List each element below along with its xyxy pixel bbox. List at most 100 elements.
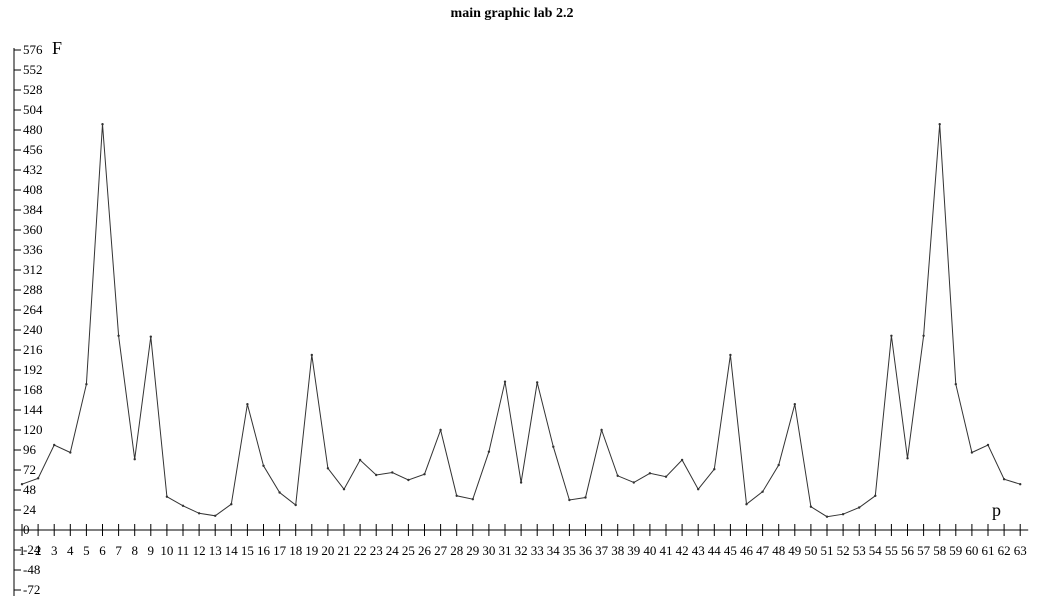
x-tick-label: 33 <box>531 543 544 558</box>
data-point <box>519 481 523 484</box>
y-tick-label: 504 <box>23 102 43 117</box>
y-tick-label: 0 <box>23 522 30 537</box>
x-tick-label: 35 <box>563 543 576 558</box>
axes <box>13 48 1029 596</box>
data-point <box>890 334 893 337</box>
data-point <box>536 381 539 384</box>
data-point <box>20 483 24 486</box>
data-point <box>230 503 233 506</box>
y-tick-label: 288 <box>23 282 43 297</box>
x-tick-label: 4 <box>67 543 74 558</box>
x-tick-label: 17 <box>273 543 287 558</box>
x-axis-label: p <box>992 500 1001 520</box>
x-tick-label: 6 <box>99 543 106 558</box>
x-ticks: 1 2 3 4 5 6 7 8 9 10 11 12 13 14 15 16 17 18 19 20 21 22 23 24 2… <box>19 524 1027 558</box>
x-tick-label: 23 <box>370 543 383 558</box>
x-tick-label: 16 <box>257 543 271 558</box>
x-tick-label: 48 <box>772 543 785 558</box>
y-tick-label: 216 <box>23 342 43 357</box>
data-point <box>117 334 120 337</box>
data-point <box>326 467 330 470</box>
data-point <box>471 498 474 501</box>
x-tick-label: 7 <box>115 543 122 558</box>
data-point <box>777 463 780 467</box>
x-tick-label: 15 <box>241 543 254 558</box>
x-tick-label: 1 <box>19 543 26 558</box>
data-point <box>841 513 845 516</box>
x-tick-label: 12 <box>193 543 206 558</box>
x-tick-label: 10 <box>160 543 173 558</box>
data-point <box>149 335 152 338</box>
data-point <box>729 353 732 357</box>
x-tick-label: 32 <box>515 543 528 558</box>
y-tick-label: 312 <box>23 262 43 277</box>
x-tick-label: 9 <box>148 543 155 558</box>
x-tick-label: 40 <box>643 543 656 558</box>
x-tick-label: 2 <box>35 543 42 558</box>
data-point <box>85 383 88 386</box>
x-tick-label: 44 <box>708 543 722 558</box>
x-tick-label: 50 <box>804 543 817 558</box>
y-axis-label: F <box>52 38 62 58</box>
data-point <box>922 334 925 337</box>
x-tick-label: 41 <box>660 543 673 558</box>
data-point <box>197 512 201 515</box>
data-point <box>697 488 700 491</box>
x-tick-label: 31 <box>499 543 512 558</box>
x-tick-label: 19 <box>305 543 318 558</box>
data-point <box>391 471 394 474</box>
data-point <box>181 504 185 507</box>
x-tick-label: 8 <box>131 543 138 558</box>
x-tick-label: 45 <box>724 543 737 558</box>
y-tick-label: -24 <box>23 542 41 557</box>
data-point <box>165 495 169 498</box>
x-tick-label: 53 <box>853 543 866 558</box>
y-tick-label: -48 <box>23 562 40 577</box>
data-point <box>246 403 249 406</box>
x-tick-label: 11 <box>177 543 190 558</box>
x-tick-label: 18 <box>289 543 302 558</box>
x-tick-label: 42 <box>676 543 689 558</box>
data-point <box>375 473 378 477</box>
x-tick-label: 36 <box>579 543 593 558</box>
x-tick-label: 22 <box>354 543 367 558</box>
data-point <box>680 458 684 462</box>
x-tick-label: 24 <box>386 543 400 558</box>
x-tick-label: 3 <box>51 543 58 558</box>
x-tick-label: 60 <box>965 543 978 558</box>
x-tick-label: 5 <box>83 543 90 558</box>
x-tick-label: 49 <box>788 543 801 558</box>
data-point <box>358 458 362 462</box>
y-tick-label: 144 <box>23 402 43 417</box>
data-point <box>825 515 829 518</box>
data-point <box>69 451 72 454</box>
data-point <box>809 505 813 508</box>
x-tick-label: 54 <box>869 543 883 558</box>
data-point <box>503 380 507 383</box>
y-tick-label: 264 <box>23 302 43 317</box>
data-point <box>761 490 764 493</box>
data-point <box>858 506 861 509</box>
data-point <box>294 503 297 507</box>
y-tick-label: 96 <box>23 442 37 457</box>
x-tick-label: 37 <box>595 543 609 558</box>
y-tick-label: 360 <box>23 222 43 237</box>
x-tick-label: 55 <box>885 543 898 558</box>
chart-title: main graphic lab 2.2 <box>450 6 574 21</box>
x-tick-label: 20 <box>321 543 334 558</box>
data-point <box>938 123 941 126</box>
y-tick-label: 72 <box>23 462 36 477</box>
y-tick-label: 528 <box>23 82 43 97</box>
y-tick-label: 432 <box>23 162 43 177</box>
data-point <box>214 514 217 517</box>
y-tick-label: 336 <box>23 242 43 257</box>
x-tick-label: 38 <box>611 543 624 558</box>
x-tick-label: 46 <box>740 543 754 558</box>
series-line <box>21 124 1021 518</box>
x-tick-label: 25 <box>402 543 415 558</box>
x-tick-label: 52 <box>837 543 850 558</box>
data-point <box>53 443 56 447</box>
x-tick-label: 29 <box>466 543 479 558</box>
data-point <box>552 445 555 448</box>
data-point <box>648 472 652 475</box>
